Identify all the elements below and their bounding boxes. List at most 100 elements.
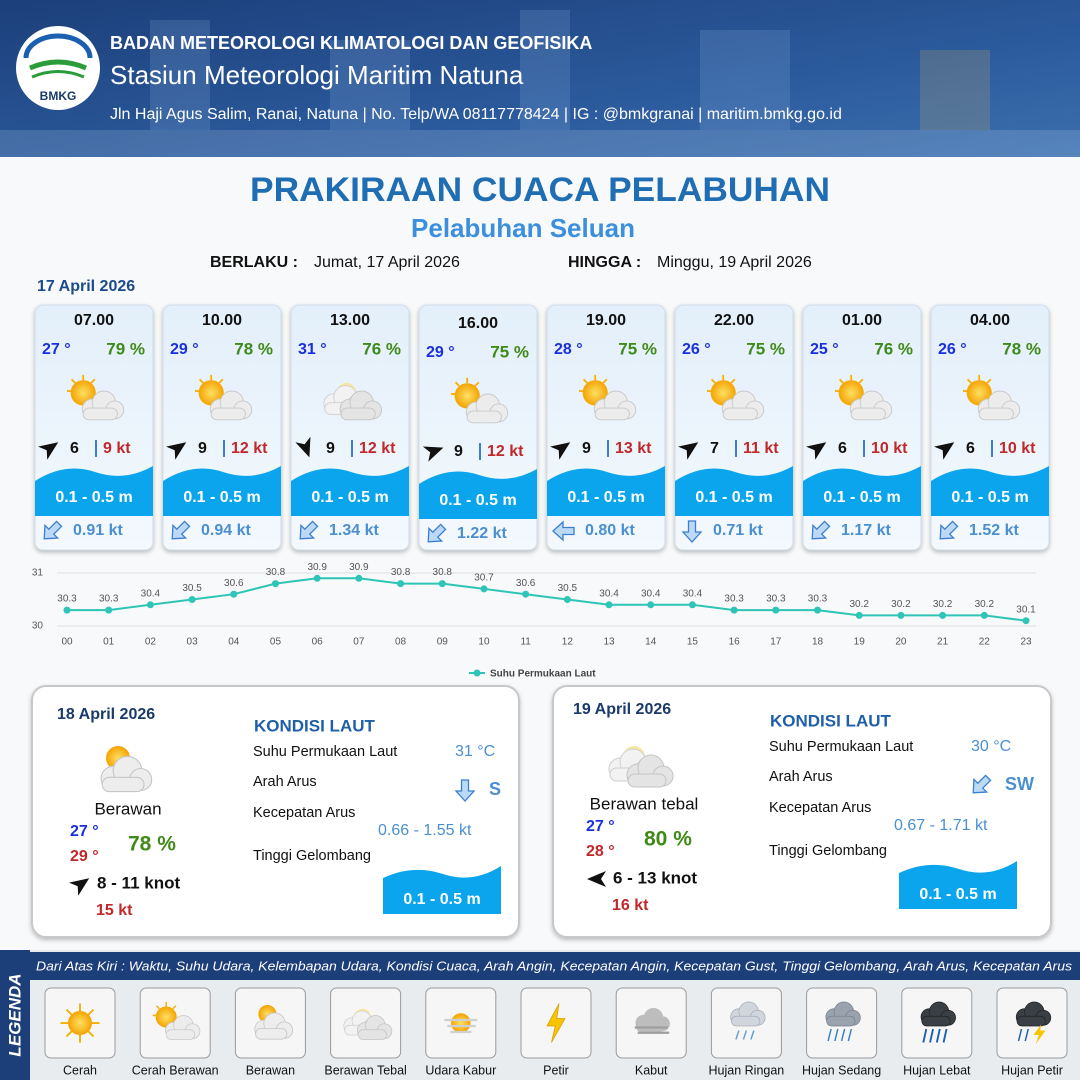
x-tick-label: 09 [437,637,449,648]
legend-item-label: Cerah Berawan [132,1063,219,1077]
sst-point [522,590,530,598]
wave-band [675,466,793,516]
wind-speed: 9 [326,440,335,457]
sst-point [647,601,655,609]
wave-band [803,466,921,516]
air-temperature: 31 ° [298,341,327,358]
wave-band [931,466,1049,516]
wave-band [35,466,153,516]
sst-point [605,601,613,609]
sst-point [814,606,822,614]
sst-value-label: 30.8 [391,567,411,578]
current-speed: 0.91 kt [73,522,123,539]
sst-value-label: 30.4 [641,588,661,599]
current-speed: 1.34 kt [329,522,379,539]
daily-panels: 18 April 2026 Berawan 27 ° 29 ° 78 % 8 - 11 k… [31,685,1052,938]
wave-band [163,466,281,516]
sst-point [105,606,113,614]
air-temperature: 28 ° [554,341,583,358]
humidity: 78 % [128,833,176,856]
sst-value-label: 30.8 [266,567,286,578]
sst-value-label: 30.4 [141,588,161,599]
temp-min: 27 ° [586,818,615,835]
x-tick-label: 17 [770,637,782,648]
wind-range: 6 - 13 knot [613,868,697,887]
sst-point [438,580,446,588]
wave-height: 0.1 - 0.5 m [55,489,132,506]
current-speed: 1.17 kt [841,522,891,539]
sst-value-label: 30.8 [433,567,453,578]
temp-min: 27 ° [70,823,99,840]
sst-value-label: 30.3 [57,594,77,605]
logo-circle [16,26,100,110]
legend-item-label: Berawan Tebal [324,1063,406,1077]
gust-speed: 12 kt [487,443,524,460]
logo-mark [23,33,93,79]
wave-height: 0.1 - 0.5 m [311,489,388,506]
x-tick-label: 04 [228,637,240,648]
air-temperature: 29 ° [426,344,455,361]
wave-height: 0.1 - 0.5 m [403,891,480,908]
sst-point [271,580,279,588]
gust: 16 kt [612,897,649,914]
sea-title: KONDISI LAUT [254,716,376,735]
valid-to-label: HINGGA : [568,254,641,271]
x-tick-label: 19 [854,637,866,648]
valid-to: Minggu, 19 April 2026 [657,254,812,271]
x-tick-label: 18 [812,637,824,648]
humidity: 76 % [362,339,401,358]
sst-point [480,585,488,593]
legend-description-bar [30,952,1080,980]
legend-marker [473,669,481,677]
sst-point [1022,617,1030,625]
air-temperature: 27 ° [42,341,71,358]
current-speed: 0.94 kt [201,522,251,539]
wave-height: 0.1 - 0.5 m [439,492,516,509]
wave-band [547,466,665,516]
x-tick-label: 23 [1020,637,1032,648]
legend-item-label: Berawan [246,1063,295,1077]
x-tick-label: 13 [603,637,615,648]
wave-band [419,469,537,519]
sst-value-label: 30.6 [224,578,244,589]
wave-height: 0.1 - 0.5 m [183,489,260,506]
sst-line [67,577,1027,622]
current-speed: 0.80 kt [585,522,635,539]
legend-item-label: Hujan Lebat [903,1063,971,1077]
x-tick-label: 07 [353,637,365,648]
current-speed: 0.66 - 1.55 kt [378,822,472,839]
valid-from: Jumat, 17 April 2026 [314,254,460,271]
air-temperature: 29 ° [170,341,199,358]
humidity: 75 % [746,339,785,358]
temp-max: 28 ° [586,843,615,860]
sst-value-label: 30.3 [766,594,786,605]
sst-value-label: 30.5 [558,583,578,594]
condition: Berawan [94,799,161,818]
legend-description: Dari Atas Kiri : Waktu, Suhu Udara, Kele… [36,958,1073,973]
legend-label: Suhu Permukaan Laut [490,669,596,680]
sst-value: 31 °C [455,743,495,760]
x-tick-label: 03 [187,637,199,648]
sst-value-label: 30.3 [808,594,828,605]
sst-point [730,606,738,614]
sst-value-label: 30.2 [891,599,911,610]
sst-value: 30 °C [971,738,1011,755]
forecast-time: 16.00 [458,315,498,332]
sst-value-label: 30.9 [307,562,327,573]
wave-height: 0.1 - 0.5 m [695,489,772,506]
y-tick-label: 31 [32,568,44,579]
station-name: Stasiun Meteorologi Maritim Natuna [110,60,524,90]
wind-range: 8 - 11 knot [97,873,180,892]
gust-speed: 9 kt [103,440,131,457]
sst-point [939,611,947,619]
legend-items: Cerah Cerah Berawan Berawan Berawan Tebal Ud… [44,987,1068,1077]
sst-value-label: 30.7 [474,573,494,584]
gust-speed: 10 kt [999,440,1036,457]
x-tick-label: 06 [312,637,324,648]
sst-value-label: 30.6 [516,578,536,589]
